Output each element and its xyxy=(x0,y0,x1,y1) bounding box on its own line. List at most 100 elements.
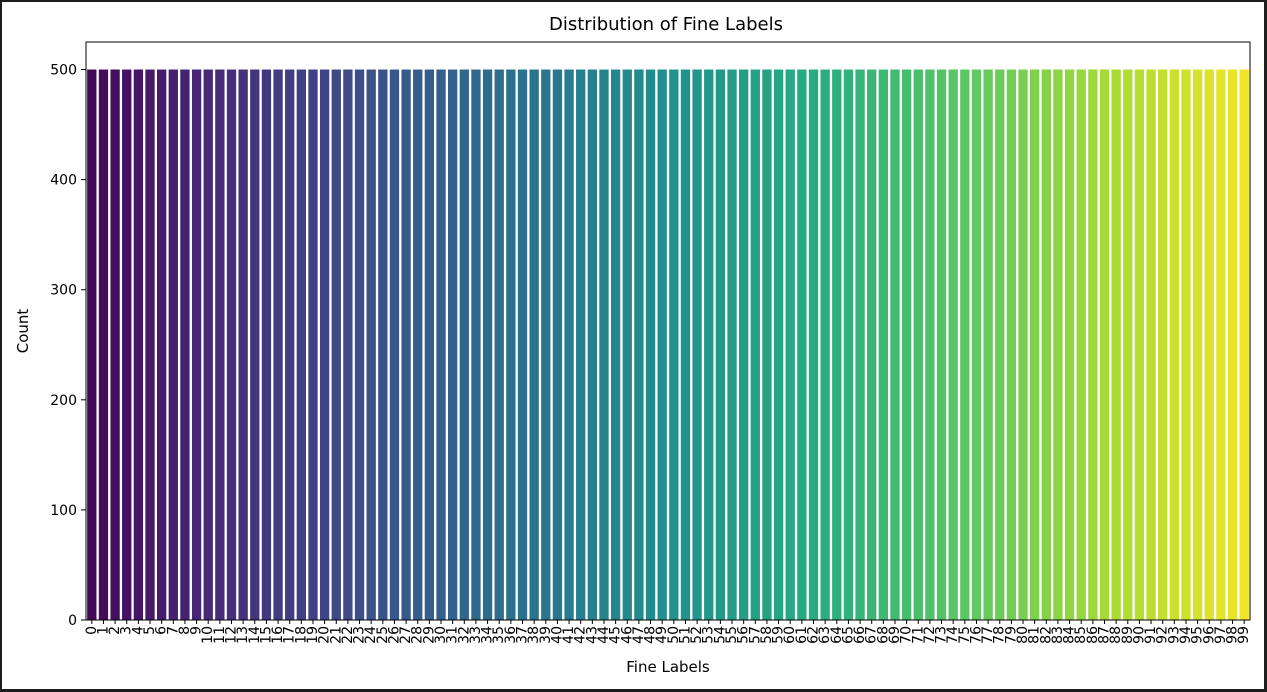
x-tick-label: 68 xyxy=(875,626,891,644)
x-tick-label: 71 xyxy=(910,626,926,644)
x-tick-label: 0 xyxy=(84,626,100,635)
x-tick-label: 20 xyxy=(317,626,333,644)
bar-22 xyxy=(343,69,353,621)
x-tick-label: 51 xyxy=(677,626,693,644)
x-tick-label: 95 xyxy=(1190,626,1206,644)
x-tick-label: 28 xyxy=(410,626,426,644)
bar-27 xyxy=(401,69,411,621)
x-tick-label: 42 xyxy=(573,626,589,644)
x-tick-label: 25 xyxy=(375,626,391,644)
x-tick-label: 83 xyxy=(1050,626,1066,644)
bar-23 xyxy=(354,69,365,621)
y-tick-label: 300 xyxy=(50,283,77,299)
bar-44 xyxy=(599,69,609,621)
x-tick-label: 89 xyxy=(1120,626,1136,644)
x-tick-label: 15 xyxy=(258,626,274,644)
x-tick-label: 81 xyxy=(1027,626,1043,644)
bar-34 xyxy=(482,69,493,621)
x-tick-label: 97 xyxy=(1213,626,1229,644)
x-tick-label: 76 xyxy=(968,626,984,644)
x-tick-label: 64 xyxy=(829,626,845,644)
bar-18 xyxy=(296,69,306,621)
bar-87 xyxy=(1099,69,1110,621)
y-tick-label: 500 xyxy=(50,63,77,79)
x-tick-label: 19 xyxy=(305,626,321,644)
x-tick-label: 96 xyxy=(1201,626,1217,644)
bar-10 xyxy=(203,69,213,621)
bar-49 xyxy=(657,69,667,621)
x-axis: 0123456789101112131415161718192021222324… xyxy=(84,620,1252,644)
x-tick-label: 85 xyxy=(1073,626,1089,644)
bar-46 xyxy=(622,69,632,621)
bar-26 xyxy=(389,69,400,621)
x-tick-label: 52 xyxy=(689,626,705,644)
x-tick-label: 8 xyxy=(177,626,193,635)
x-tick-label: 29 xyxy=(421,626,437,644)
bar-99 xyxy=(1239,69,1249,621)
bar-57 xyxy=(750,69,760,621)
x-tick-label: 32 xyxy=(456,626,472,644)
bar-35 xyxy=(494,69,504,621)
x-tick-label: 66 xyxy=(852,626,868,644)
x-tick-label: 31 xyxy=(445,626,461,644)
x-tick-label: 86 xyxy=(1085,626,1101,644)
x-tick-label: 46 xyxy=(619,626,635,644)
x-tick-label: 91 xyxy=(1143,626,1159,644)
y-axis-label: Count xyxy=(14,309,32,354)
x-tick-label: 57 xyxy=(747,626,763,644)
bar-48 xyxy=(645,69,656,621)
x-tick-label: 48 xyxy=(643,626,659,644)
bar-53 xyxy=(704,69,714,621)
x-tick-label: 84 xyxy=(1062,626,1078,644)
x-tick-label: 67 xyxy=(864,626,880,644)
bar-61 xyxy=(797,69,807,621)
x-tick-label: 70 xyxy=(899,626,915,644)
bar-2 xyxy=(110,69,120,621)
x-tick-label: 62 xyxy=(806,626,822,644)
bar-86 xyxy=(1088,69,1098,621)
x-tick-label: 75 xyxy=(957,626,973,644)
bar-13 xyxy=(238,69,248,621)
x-tick-label: 6 xyxy=(154,626,170,635)
x-tick-label: 30 xyxy=(433,626,449,644)
x-tick-label: 98 xyxy=(1225,626,1241,644)
bar-38 xyxy=(529,69,539,621)
bar-63 xyxy=(820,69,830,621)
bar-98 xyxy=(1227,69,1238,621)
x-tick-label: 27 xyxy=(398,626,414,644)
bar-59 xyxy=(773,69,784,621)
x-tick-label: 1 xyxy=(95,626,111,635)
y-axis: 0 100 200 300 400 500 xyxy=(50,63,86,629)
bar-94 xyxy=(1181,69,1191,621)
x-tick-label: 88 xyxy=(1108,626,1124,644)
x-tick-label: 61 xyxy=(794,626,810,644)
bar-0 xyxy=(87,69,97,621)
bar-60 xyxy=(785,69,795,621)
x-tick-label: 78 xyxy=(992,626,1008,644)
x-tick-label: 38 xyxy=(526,626,542,644)
bar-11 xyxy=(215,69,225,621)
x-tick-label: 40 xyxy=(549,626,565,644)
x-tick-label: 24 xyxy=(363,626,379,644)
x-tick-label: 80 xyxy=(1015,626,1031,644)
bars-group xyxy=(87,69,1249,621)
bar-74 xyxy=(948,69,958,621)
x-tick-label: 13 xyxy=(235,626,251,644)
bar-58 xyxy=(762,69,772,621)
x-tick-label: 63 xyxy=(817,626,833,644)
x-tick-label: 92 xyxy=(1155,626,1171,644)
x-tick-label: 35 xyxy=(491,626,507,644)
bar-62 xyxy=(808,69,819,621)
bar-76 xyxy=(971,69,982,621)
x-tick-label: 5 xyxy=(142,626,158,635)
bar-16 xyxy=(273,69,283,621)
x-tick-label: 47 xyxy=(631,626,647,644)
bar-71 xyxy=(913,69,923,621)
bar-17 xyxy=(285,69,295,621)
bar-83 xyxy=(1053,69,1063,621)
x-tick-label: 4 xyxy=(130,626,146,635)
bar-70 xyxy=(901,69,912,621)
x-tick-label: 79 xyxy=(1003,626,1019,644)
bar-89 xyxy=(1123,69,1133,621)
